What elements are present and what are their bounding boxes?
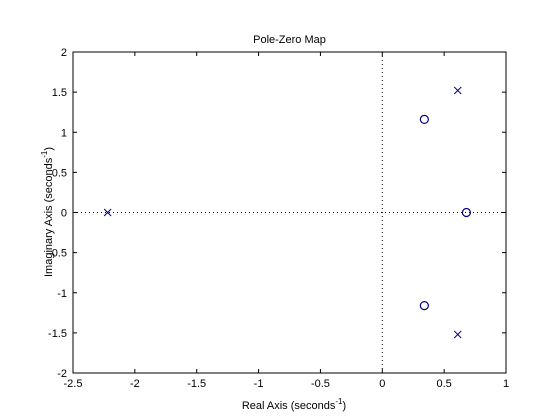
- y-axis-label-close: ): [43, 147, 55, 151]
- zero-marker: [461, 207, 472, 218]
- y-tick-label: 0.5: [52, 167, 67, 179]
- x-tick-label: -1: [254, 378, 264, 390]
- pole-marker: [103, 208, 112, 217]
- x-tick-label: -1.5: [187, 378, 206, 390]
- x-tick-labels: -2.5 -2 -1.5 -1 -0.5 0 0.5 1: [64, 378, 510, 390]
- zero-marker: [419, 300, 429, 311]
- y-tick-label: 1: [61, 127, 67, 139]
- x-axis-label-main: Real Axis (seconds: [242, 400, 336, 412]
- y-tick-label: -1: [57, 288, 67, 300]
- y-axis-label-main: Imaginary Axis (seconds: [43, 157, 55, 277]
- x-tick-label: -0.5: [311, 378, 330, 390]
- x-axis-label-exponent: -1: [335, 397, 343, 406]
- pole-marker-stroke: [453, 86, 462, 95]
- y-tick-label: -2: [57, 368, 67, 380]
- x-axis-label: Real Axis (seconds-1): [242, 397, 346, 412]
- pole-marker: [453, 330, 462, 339]
- y-tick-labels: -2 -1.5 -1 -0.5 0 0.5 1 1.5 2: [48, 47, 67, 380]
- pole-marker-stroke: [453, 330, 462, 339]
- y-tick-label: -0.5: [48, 248, 67, 260]
- x-tick-label: 0: [379, 378, 385, 390]
- x-tick-label: -2: [130, 378, 140, 390]
- zero-marker: [419, 114, 429, 125]
- x-tick-label: 1: [503, 378, 509, 390]
- reference-lines: [73, 52, 506, 373]
- y-tick-label: -1.5: [48, 328, 67, 340]
- pole-marker: [453, 86, 462, 95]
- x-axis-label-close: ): [343, 400, 347, 412]
- x-tick-label: 0.5: [436, 378, 451, 390]
- y-tick-label: 0: [61, 208, 67, 220]
- data-markers: [103, 86, 472, 339]
- y-tick-label: 1.5: [52, 87, 67, 99]
- y-axis-label: Imaginary Axis (seconds-1): [40, 147, 55, 277]
- pole-marker-stroke: [103, 208, 112, 217]
- y-tick-label: 2: [61, 47, 67, 59]
- chart-title: Pole-Zero Map: [253, 34, 326, 46]
- y-axis-label-exponent: -1: [40, 150, 49, 158]
- x-tick-label: -2.5: [64, 378, 83, 390]
- plot-frame: [72, 51, 507, 374]
